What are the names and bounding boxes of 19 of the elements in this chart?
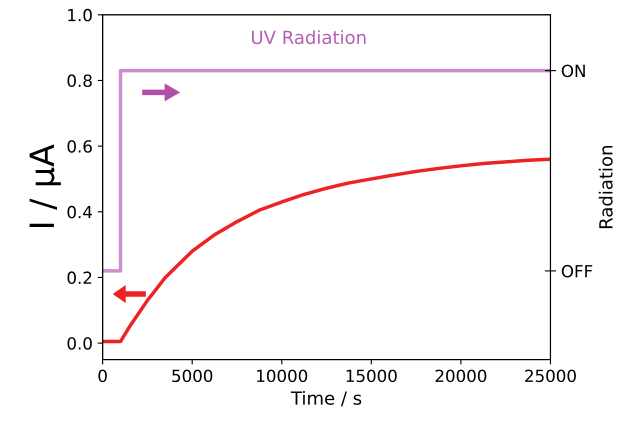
x-axis-title: Time / s <box>290 390 362 406</box>
x-tick-label: 25000 <box>525 370 576 382</box>
x-tick-label: 10000 <box>257 370 308 382</box>
text: OFF <box>562 264 592 278</box>
x-tick-label: 5000 <box>172 370 212 382</box>
x-tick-label: 20000 <box>436 370 486 382</box>
y-tick-label: 1.0 <box>68 8 92 22</box>
y-tick-label: 0.8 <box>68 74 92 88</box>
y-axis-title: I / μA <box>30 144 61 228</box>
y-tick-label: 0.4 <box>68 206 92 218</box>
text: ON <box>562 64 585 78</box>
y-tick-label: 0.6 <box>68 140 92 153</box>
y2-axis-title: Radiation <box>598 146 613 228</box>
line-series <box>102 158 550 344</box>
x-tick-label: 15000 <box>346 370 397 382</box>
y-tick-label: 0.2 <box>68 271 92 284</box>
annotation: UV Radiation <box>252 30 366 44</box>
x-tick-label: 0 <box>98 370 107 382</box>
y-tick-label: 0.0 <box>68 337 92 350</box>
